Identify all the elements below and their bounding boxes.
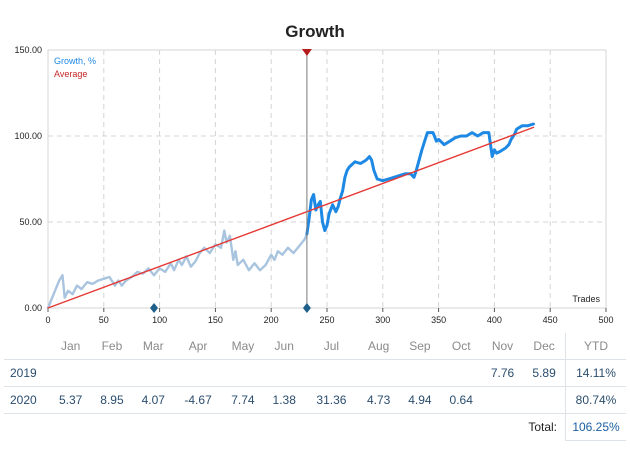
growth-series-line-earlier bbox=[46, 229, 309, 310]
x-tick-label: 450 bbox=[543, 315, 558, 325]
tick-labels: 0 50 100 150 200 250 300 350 400 450 500 0.00 50.00 1… bbox=[14, 45, 613, 325]
month-value-cell bbox=[523, 386, 566, 414]
total-label: Total: bbox=[528, 420, 557, 435]
year-header bbox=[4, 333, 50, 360]
month-value-cell: 7.76 bbox=[481, 359, 524, 387]
ytd-value-cell: 14.11% bbox=[565, 359, 626, 387]
table-row: 2019 7.76 5.89 14.11% bbox=[4, 359, 626, 387]
table-row: 2020 5.37 8.95 4.07 -4.67 7.74 1.38 31.36 4.73 4.… bbox=[4, 386, 626, 414]
month-value-cell bbox=[91, 359, 133, 387]
axes bbox=[47, 49, 607, 312]
y-tick-label: 100.00 bbox=[14, 131, 42, 141]
legend: Growth, % Average bbox=[54, 56, 96, 79]
month-value-cell: 8.95 bbox=[91, 386, 133, 414]
x-tick-label: 500 bbox=[598, 315, 613, 325]
month-value-cell: 4.07 bbox=[132, 386, 174, 414]
month-header: Dec bbox=[523, 333, 566, 360]
trade-marker bbox=[150, 303, 159, 313]
x-tick-label: 300 bbox=[375, 315, 390, 325]
x-tick-label: 0 bbox=[45, 315, 50, 325]
y-tick-label: 50.00 bbox=[19, 217, 42, 227]
month-value-cell: 4.94 bbox=[399, 386, 441, 414]
x-tick-label: 150 bbox=[208, 315, 223, 325]
month-header: Oct bbox=[440, 333, 482, 360]
ytd-value-cell: 80.74% bbox=[565, 386, 626, 414]
x-tick-label: 50 bbox=[99, 315, 109, 325]
month-header: Feb bbox=[91, 333, 133, 360]
year-cell: 2019 bbox=[4, 359, 50, 387]
x-tick-label: 100 bbox=[152, 315, 167, 325]
x-axis-label: Trades bbox=[572, 294, 600, 304]
month-value-cell: 5.37 bbox=[50, 386, 92, 414]
month-header: Jun bbox=[263, 333, 305, 360]
monthly-returns-table: Jan Feb Mar Apr May Jun Jul Aug Sep Oct Nov Dec YTD … bbox=[4, 333, 626, 441]
month-value-cell bbox=[399, 359, 441, 387]
month-header: Mar bbox=[132, 333, 174, 360]
month-value-cell bbox=[263, 359, 305, 387]
grid-lines bbox=[48, 50, 606, 308]
month-value-cell: 0.64 bbox=[440, 386, 482, 414]
average-series-line bbox=[47, 126, 535, 309]
legend-entry: Average bbox=[54, 69, 87, 79]
month-value-cell bbox=[50, 359, 92, 387]
year-cell: 2020 bbox=[4, 386, 50, 414]
month-header: Nov bbox=[481, 333, 524, 360]
growth-chart: 0 50 100 150 200 250 300 350 400 450 500 0.00 50.00 1… bbox=[14, 45, 613, 325]
growth-series-line-recent bbox=[305, 122, 535, 236]
month-header: Aug bbox=[357, 333, 400, 360]
month-value-cell: -4.67 bbox=[173, 386, 223, 414]
x-tick-label: 200 bbox=[264, 315, 279, 325]
ytd-header: YTD bbox=[565, 333, 626, 360]
x-tick-label: 350 bbox=[431, 315, 446, 325]
month-value-cell: 4.73 bbox=[357, 386, 400, 414]
month-value-cell bbox=[222, 359, 264, 387]
top-marker bbox=[301, 49, 312, 56]
month-value-cell bbox=[481, 386, 524, 414]
total-value: 106.25% bbox=[565, 413, 626, 441]
x-tick-label: 400 bbox=[487, 315, 502, 325]
month-value-cell: 31.36 bbox=[304, 386, 358, 414]
month-value-cell bbox=[304, 359, 358, 387]
series-lines bbox=[46, 122, 535, 310]
month-value-cell bbox=[357, 359, 400, 387]
legend-entry: Growth, % bbox=[54, 56, 96, 66]
month-value-cell: 7.74 bbox=[222, 386, 264, 414]
x-tick-label: 250 bbox=[319, 315, 334, 325]
month-header: Jul bbox=[304, 333, 358, 360]
total-row: Total: 106.25% bbox=[4, 413, 626, 441]
month-value-cell: 5.89 bbox=[523, 359, 566, 387]
month-header: May bbox=[222, 333, 264, 360]
marker-group bbox=[150, 49, 312, 313]
trade-marker bbox=[302, 303, 311, 313]
month-header: Sep bbox=[399, 333, 441, 360]
table-header-row: Jan Feb Mar Apr May Jun Jul Aug Sep Oct Nov Dec YTD bbox=[4, 333, 626, 360]
month-value-cell bbox=[173, 359, 223, 387]
month-value-cell bbox=[440, 359, 482, 387]
y-tick-label: 150.00 bbox=[14, 45, 42, 55]
y-tick-label: 0.00 bbox=[24, 303, 42, 313]
month-header: Apr bbox=[173, 333, 223, 360]
month-header: Jan bbox=[50, 333, 92, 360]
month-value-cell bbox=[132, 359, 174, 387]
month-value-cell: 1.38 bbox=[263, 386, 305, 414]
chart-title: Growth bbox=[285, 22, 345, 41]
